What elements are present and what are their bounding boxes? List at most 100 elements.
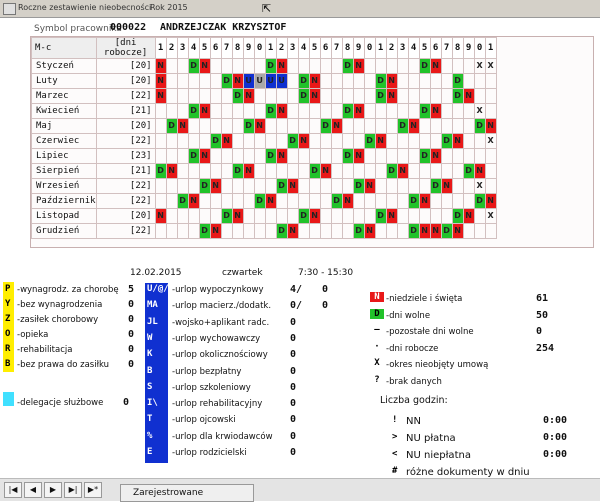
day-cell[interactable] [154,103,167,119]
last-record-button[interactable]: ▶| [64,482,82,498]
day-cell[interactable] [418,178,431,194]
day-cell[interactable] [231,58,244,74]
first-record-button[interactable]: |◀ [4,482,22,498]
day-cell[interactable] [429,208,442,224]
day-cell[interactable] [330,73,343,89]
day-cell[interactable] [319,133,332,149]
day-cell[interactable]: N [308,73,321,89]
day-cell[interactable] [407,208,420,224]
day-cell[interactable]: D [330,193,343,209]
day-cell[interactable] [176,163,189,179]
day-cell[interactable] [154,133,167,149]
day-cell[interactable] [385,193,398,209]
day-cell[interactable] [286,73,299,89]
day-cell[interactable]: N [176,118,189,134]
day-cell[interactable] [473,208,486,224]
day-cell[interactable]: D [308,163,321,179]
day-cell[interactable] [418,118,431,134]
day-cell[interactable]: N [242,163,255,179]
day-cell[interactable] [253,103,266,119]
day-cell[interactable] [396,58,409,74]
day-cell[interactable] [297,193,310,209]
day-cell[interactable] [330,103,343,119]
day-cell[interactable] [330,208,343,224]
day-cell[interactable] [308,178,321,194]
day-cell[interactable]: N [242,88,255,104]
day-cell[interactable] [253,88,266,104]
day-cell[interactable] [231,148,244,164]
day-cell[interactable]: D [242,118,255,134]
day-cell[interactable] [330,88,343,104]
day-cell[interactable] [220,58,233,74]
day-cell[interactable] [198,88,211,104]
day-cell[interactable] [330,163,343,179]
day-cell[interactable] [154,193,167,209]
day-cell[interactable] [286,193,299,209]
day-cell[interactable] [451,58,464,74]
day-cell[interactable] [209,163,222,179]
day-cell[interactable] [308,118,321,134]
day-cell[interactable] [385,178,398,194]
day-cell[interactable]: N [418,223,431,239]
day-cell[interactable] [275,133,288,149]
day-cell[interactable]: D [297,73,310,89]
day-cell[interactable] [231,103,244,119]
day-cell[interactable]: D [264,103,277,119]
day-cell[interactable] [154,178,167,194]
day-cell[interactable] [440,193,453,209]
day-cell[interactable] [396,73,409,89]
day-cell[interactable] [396,223,409,239]
new-record-button[interactable]: ▶* [84,482,102,498]
day-cell[interactable] [286,208,299,224]
day-cell[interactable] [187,223,200,239]
day-cell[interactable] [363,118,376,134]
day-cell[interactable]: N [429,148,442,164]
day-cell[interactable]: D [374,73,387,89]
day-cell[interactable] [363,193,376,209]
day-cell[interactable] [451,148,464,164]
day-cell[interactable] [341,88,354,104]
day-cell[interactable]: D [418,103,431,119]
day-cell[interactable] [341,223,354,239]
day-cell[interactable] [264,133,277,149]
day-cell[interactable] [187,88,200,104]
day-cell[interactable] [440,103,453,119]
day-cell[interactable] [242,193,255,209]
day-cell[interactable] [352,118,365,134]
day-cell[interactable] [297,58,310,74]
day-cell[interactable]: N [385,88,398,104]
day-cell[interactable] [220,88,233,104]
day-cell[interactable] [264,88,277,104]
day-cell[interactable]: D [154,163,167,179]
day-cell[interactable] [374,118,387,134]
day-cell[interactable] [385,118,398,134]
day-cell[interactable]: D [220,73,233,89]
day-cell[interactable]: N [198,148,211,164]
day-cell[interactable]: U [253,73,266,89]
day-cell[interactable] [264,208,277,224]
prev-record-button[interactable]: ◀ [24,482,42,498]
day-cell[interactable] [209,118,222,134]
day-cell[interactable] [198,118,211,134]
day-cell[interactable] [220,178,233,194]
day-cell[interactable] [429,133,442,149]
day-cell[interactable] [297,103,310,119]
day-cell[interactable] [231,178,244,194]
day-cell[interactable] [220,193,233,209]
day-cell[interactable] [242,178,255,194]
day-cell[interactable]: D [462,163,475,179]
day-cell[interactable] [264,163,277,179]
day-cell[interactable] [451,103,464,119]
day-cell[interactable] [264,118,277,134]
day-cell[interactable] [429,193,442,209]
day-cell[interactable] [330,58,343,74]
day-cell[interactable] [473,133,486,149]
day-cell[interactable]: N [187,193,200,209]
day-cell[interactable] [187,178,200,194]
day-cell[interactable] [396,208,409,224]
day-cell[interactable] [429,163,442,179]
day-cell[interactable] [187,133,200,149]
day-cell[interactable] [407,73,420,89]
day-cell[interactable] [484,88,497,104]
day-cell[interactable]: D [341,58,354,74]
